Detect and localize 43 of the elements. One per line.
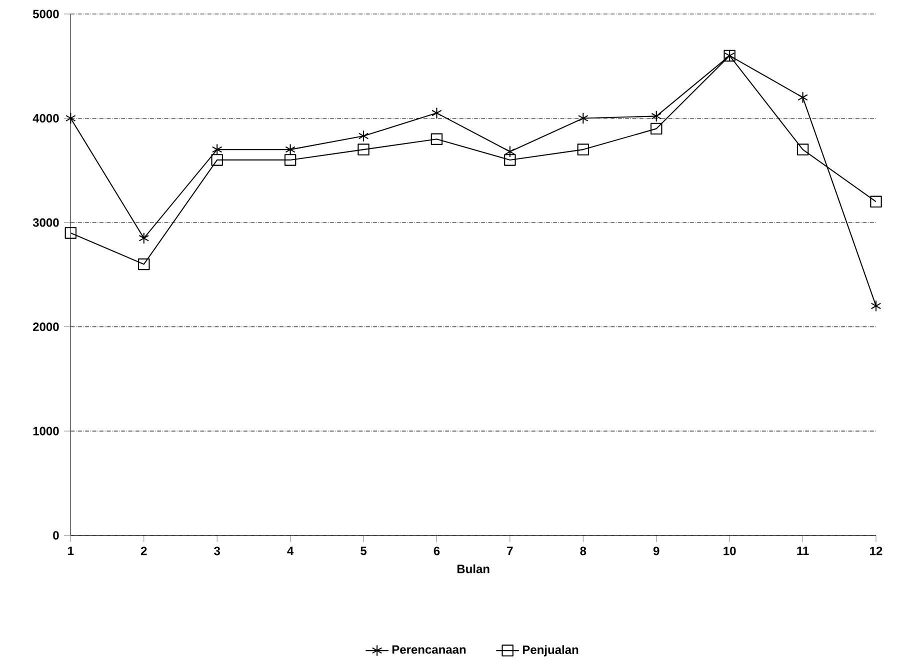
point — [651, 110, 662, 122]
x-tick-label: 3 — [214, 546, 220, 556]
x-tick-label: 6 — [434, 546, 440, 556]
point — [285, 144, 296, 156]
x-tick-label: 2 — [140, 546, 147, 555]
x-tick-label: 10 — [724, 546, 736, 556]
x-tick-label: 9 — [653, 546, 660, 556]
point — [870, 196, 882, 208]
point — [650, 122, 662, 134]
x-tick-label: 8 — [580, 546, 586, 556]
y-tick-label: 3000 — [32, 218, 59, 227]
point — [504, 154, 516, 166]
point — [138, 232, 150, 244]
point — [358, 130, 369, 142]
x-tick-label: 4 — [287, 546, 294, 555]
x-tick-label: 11 — [797, 546, 809, 555]
point — [284, 154, 296, 166]
point — [798, 91, 808, 104]
x-tick-label: 5 — [360, 546, 367, 555]
point — [504, 146, 516, 158]
point — [578, 112, 588, 124]
x-tick-label: 12 — [870, 546, 882, 555]
point — [796, 144, 809, 156]
y-tick-label: 0 — [53, 530, 59, 540]
point — [138, 258, 150, 270]
legend-label: Perencanaan — [392, 645, 466, 654]
point — [577, 144, 590, 156]
point — [66, 112, 76, 124]
point — [870, 300, 882, 312]
x-tick-label: 7 — [507, 546, 513, 555]
point — [432, 107, 442, 119]
point — [64, 226, 77, 239]
y-tick-label: 4000 — [32, 114, 59, 122]
point — [430, 133, 443, 145]
x-tick-label: 1 — [68, 546, 74, 555]
point — [211, 154, 223, 166]
y-tick-label: 1000 — [33, 426, 59, 436]
x-axis-title: Bulan — [457, 564, 490, 574]
point — [212, 144, 222, 156]
y-tick-label: 2000 — [33, 322, 59, 331]
legend-label: Penjualan — [522, 645, 578, 656]
point — [358, 144, 370, 156]
y-tick-label: 5000 — [32, 10, 59, 18]
